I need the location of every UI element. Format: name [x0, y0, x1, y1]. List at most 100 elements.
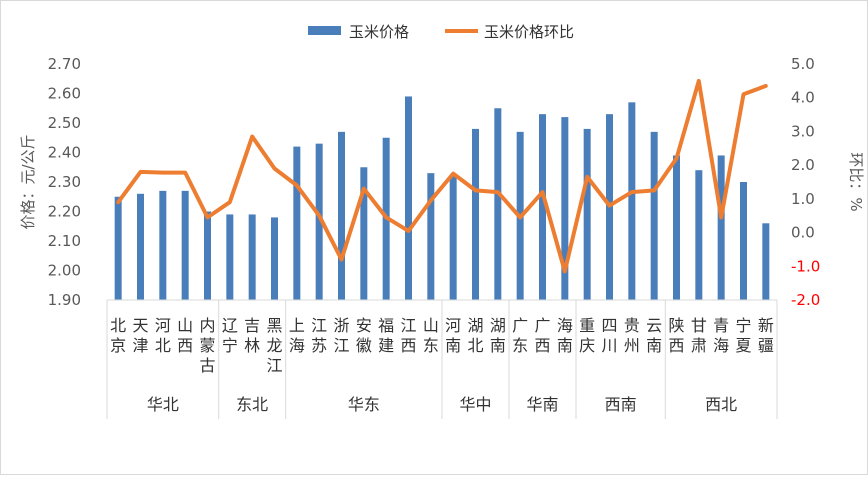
left-axis: 1.90 2.00 2.10 2.20 2.30 2.40 2.50 2.60 2.70 价格：元… [19, 55, 81, 309]
price-bar [271, 217, 278, 300]
left-tick-label: 2.60 [48, 85, 81, 103]
legend-label-bar: 玉米价格 [349, 23, 409, 41]
bar-series [114, 96, 770, 301]
province-label: 内 [199, 316, 215, 335]
price-bar [717, 155, 725, 300]
province-label: 江 [333, 336, 349, 355]
region-label: 西南 [605, 395, 637, 414]
price-bar [226, 214, 234, 300]
province-label: 湖 [467, 316, 483, 335]
province-label: 河 [155, 316, 171, 335]
legend-bar-swatch [308, 26, 341, 35]
price-bar [159, 190, 167, 300]
province-label: 西 [668, 336, 684, 355]
province-label: 肃 [691, 336, 707, 355]
right-tick-label: 4.0 [791, 89, 815, 107]
province-label: 新 [758, 316, 774, 335]
price-bar [114, 196, 122, 300]
province-label: 广 [512, 316, 528, 335]
region-label: 西北 [705, 395, 737, 414]
price-bar [248, 214, 256, 300]
left-tick-label: 1.90 [48, 291, 81, 309]
province-label: 南 [490, 336, 506, 355]
province-label: 疆 [758, 336, 774, 355]
right-tick-label: 2.0 [791, 156, 815, 174]
province-label: 云 [646, 316, 662, 335]
right-tick-label: 1.0 [791, 190, 815, 208]
province-label: 天 [132, 316, 148, 335]
province-label: 京 [110, 336, 126, 355]
province-label: 北 [467, 336, 483, 355]
province-label: 津 [132, 336, 148, 355]
price-bar [583, 128, 591, 300]
price-bar [449, 176, 457, 300]
price-bar [650, 131, 658, 300]
province-label: 北 [155, 336, 171, 355]
price-bar [181, 190, 189, 300]
province-label: 江 [266, 356, 282, 375]
legend: 玉米价格 玉米价格环比 [308, 23, 574, 41]
region-label: 华东 [348, 395, 380, 414]
province-label: 江 [400, 316, 416, 335]
province-label: 古 [199, 356, 215, 375]
right-axis: -2.0 -1.0 0.0 1.0 2.0 3.0 4.0 5.0 环比：% [791, 55, 865, 309]
price-bar [427, 173, 435, 300]
province-label: 上 [289, 316, 305, 335]
province-label: 青 [713, 316, 729, 335]
province-label: 海 [557, 316, 573, 335]
province-label: 重 [579, 316, 595, 335]
right-tick-label: 0.0 [791, 224, 815, 242]
price-bar [360, 167, 368, 300]
province-label: 建 [378, 336, 394, 355]
province-label: 西 [400, 336, 416, 355]
province-label: 东 [512, 336, 528, 355]
province-label: 湖 [490, 316, 506, 335]
region-label: 东北 [236, 395, 268, 414]
province-label: 州 [624, 336, 640, 355]
price-bar [695, 170, 703, 300]
province-label: 西 [177, 336, 193, 355]
province-label: 林 [244, 336, 260, 355]
province-label: 辽 [222, 316, 238, 335]
left-tick-label: 2.30 [48, 173, 81, 191]
price-bar [628, 102, 636, 300]
province-label: 蒙 [199, 336, 215, 355]
region-label: 华南 [526, 395, 558, 414]
price-bar [472, 128, 479, 300]
line-series [116, 78, 768, 274]
left-tick-label: 2.40 [48, 144, 81, 162]
province-label: 夏 [735, 336, 751, 355]
province-label: 山 [423, 316, 439, 335]
province-label: 徽 [356, 336, 372, 355]
region-label: 华北 [147, 395, 179, 414]
price-bar [673, 155, 680, 300]
province-label: 江 [311, 316, 327, 335]
category-axis: 北京天津河北山西内蒙古辽宁吉林黑龙江上海江苏浙江安徽福建江西山东河南湖北湖南广东… [106, 299, 778, 419]
mom-change-line [116, 78, 768, 274]
right-tick-label: 5.0 [791, 55, 815, 73]
province-label: 北 [110, 316, 126, 335]
price-bar [740, 182, 747, 300]
province-label: 四 [601, 316, 617, 335]
price-bar [762, 223, 770, 300]
province-label: 海 [713, 336, 729, 355]
province-label: 河 [445, 316, 461, 335]
price-bar [561, 117, 569, 300]
province-label: 吉 [244, 316, 260, 335]
left-tick-label: 2.50 [48, 114, 81, 132]
province-label: 苏 [311, 336, 327, 355]
left-tick-label: 2.00 [48, 262, 81, 280]
province-label: 黑 [266, 316, 282, 335]
price-bar [137, 193, 144, 300]
left-axis-title: 价格：元/公斤 [19, 134, 37, 229]
province-label: 川 [601, 336, 617, 355]
province-label: 东 [423, 336, 439, 355]
province-label: 福 [378, 316, 394, 335]
left-tick-label: 2.20 [48, 203, 81, 221]
right-axis-title: 环比：% [847, 152, 865, 211]
province-label: 山 [177, 316, 193, 335]
province-label: 南 [646, 336, 662, 355]
province-label: 南 [557, 336, 573, 355]
